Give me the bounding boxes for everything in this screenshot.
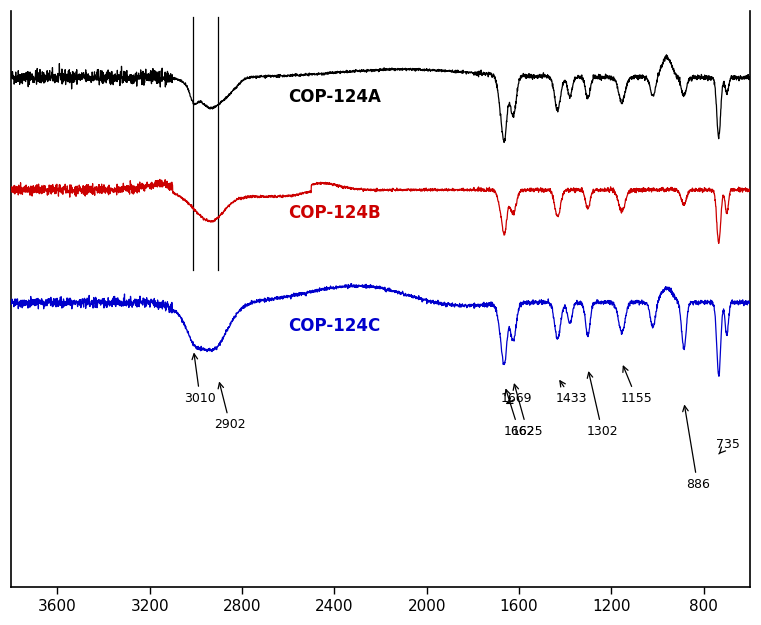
Text: COP-124C: COP-124C	[288, 317, 380, 334]
Text: 1302: 1302	[587, 372, 618, 438]
Text: 735: 735	[715, 438, 740, 454]
Text: COP-124B: COP-124B	[288, 204, 380, 222]
Text: 1669: 1669	[501, 392, 533, 405]
Text: 2902: 2902	[215, 382, 246, 431]
Text: 886: 886	[683, 406, 709, 491]
Text: 1433: 1433	[556, 381, 587, 405]
Text: 1662: 1662	[503, 389, 535, 438]
Text: 1625: 1625	[511, 384, 543, 438]
Text: 3010: 3010	[184, 354, 216, 405]
Text: COP-124A: COP-124A	[288, 88, 381, 106]
Text: 1155: 1155	[621, 366, 652, 405]
